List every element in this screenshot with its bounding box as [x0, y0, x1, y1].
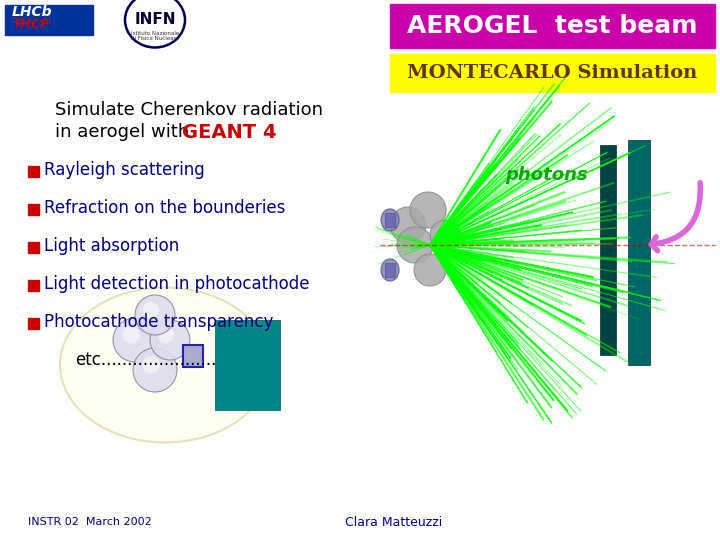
Text: LHCb: LHCb	[12, 5, 53, 19]
Text: etc......................: etc......................	[75, 351, 217, 369]
Ellipse shape	[150, 320, 190, 360]
FancyBboxPatch shape	[385, 263, 395, 277]
Text: GEANT 4: GEANT 4	[182, 123, 276, 141]
FancyBboxPatch shape	[5, 5, 93, 35]
FancyBboxPatch shape	[28, 204, 39, 215]
Text: Photocathode transparency: Photocathode transparency	[44, 313, 274, 331]
Ellipse shape	[410, 192, 446, 228]
FancyBboxPatch shape	[390, 54, 715, 92]
Text: THCP: THCP	[12, 18, 49, 31]
FancyBboxPatch shape	[183, 345, 203, 367]
Text: photons: photons	[505, 166, 588, 184]
Ellipse shape	[142, 356, 160, 374]
Text: Simulate Cherenkov radiation: Simulate Cherenkov radiation	[55, 101, 323, 119]
Text: Rayleigh scattering: Rayleigh scattering	[44, 161, 204, 179]
Ellipse shape	[143, 302, 159, 318]
Text: Refraction on the bounderies: Refraction on the bounderies	[44, 199, 285, 217]
Ellipse shape	[158, 327, 174, 343]
Ellipse shape	[381, 209, 399, 231]
FancyBboxPatch shape	[385, 213, 395, 227]
Text: Light detection in photocathode: Light detection in photocathode	[44, 275, 310, 293]
Ellipse shape	[397, 227, 433, 263]
FancyBboxPatch shape	[28, 242, 39, 253]
Ellipse shape	[381, 259, 399, 281]
Ellipse shape	[414, 254, 446, 286]
Ellipse shape	[60, 287, 270, 442]
Ellipse shape	[122, 326, 140, 344]
Ellipse shape	[133, 348, 177, 392]
Text: INSTR 02  March 2002: INSTR 02 March 2002	[28, 517, 152, 527]
Text: Clara Matteuzzi: Clara Matteuzzi	[345, 516, 442, 529]
FancyBboxPatch shape	[600, 145, 616, 355]
Text: Istituto Nazionale
di Fisica Nucleare: Istituto Nazionale di Fisica Nucleare	[131, 31, 179, 42]
Text: MONTECARLO Simulation: MONTECARLO Simulation	[408, 64, 698, 82]
FancyBboxPatch shape	[28, 318, 39, 329]
Ellipse shape	[113, 318, 157, 362]
Ellipse shape	[430, 220, 460, 250]
Ellipse shape	[390, 207, 426, 243]
Text: Light absorption: Light absorption	[44, 237, 179, 255]
FancyBboxPatch shape	[215, 320, 280, 410]
Text: INFN: INFN	[134, 12, 176, 28]
Ellipse shape	[135, 295, 175, 335]
FancyBboxPatch shape	[28, 166, 39, 177]
FancyBboxPatch shape	[28, 280, 39, 291]
Text: in aerogel with: in aerogel with	[55, 123, 195, 141]
FancyBboxPatch shape	[628, 140, 650, 365]
Text: AEROGEL  test beam: AEROGEL test beam	[408, 14, 698, 38]
FancyBboxPatch shape	[390, 4, 715, 48]
